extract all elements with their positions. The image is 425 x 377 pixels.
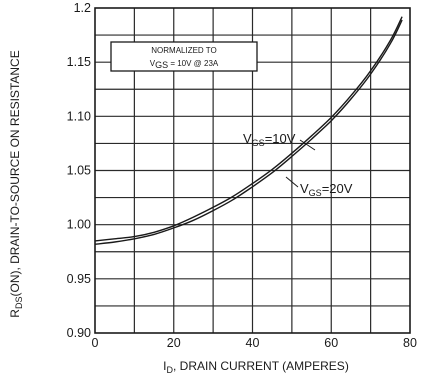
x-tick-label: 60 xyxy=(324,336,338,350)
normalization-line-2: VGS = 10V @ 23A xyxy=(150,59,219,70)
y-tick-label: 0.90 xyxy=(67,326,91,340)
series-label-vgs-20v: VGS=20V xyxy=(285,176,353,198)
y-tick-label: 1.15 xyxy=(67,55,91,69)
series-label-vgs-10v: VGS=10V xyxy=(243,131,316,151)
series-label-vgs-20v-text: VGS=20V xyxy=(300,181,353,198)
y-tick-label: 1.05 xyxy=(67,164,91,178)
x-axis-label: ID, DRAIN CURRENT (AMPERES) xyxy=(163,359,349,375)
series-label-vgs-20v-pointer xyxy=(285,176,299,188)
series-label-vgs-10v-text: VGS=10V xyxy=(243,131,296,148)
y-axis-label: RDS(ON), DRAIN-TO-SOURCE ON RESISTANCE xyxy=(8,50,24,317)
x-tick-label: 80 xyxy=(403,336,417,350)
y-tick-label: 0.95 xyxy=(67,272,91,286)
x-tick-label: 0 xyxy=(92,336,99,350)
series-label-vgs-10v-pointer xyxy=(299,139,316,151)
x-tick-label: 20 xyxy=(167,336,181,350)
normalization-box: NORMALIZED TO VGS = 10V @ 23A xyxy=(110,41,258,72)
series-line-vgs-10v xyxy=(94,16,403,242)
normalization-line-1: NORMALIZED TO xyxy=(151,46,217,55)
x-tick-label: 40 xyxy=(246,336,260,350)
y-tick-label: 1.10 xyxy=(67,109,91,123)
y-tick-label: 1.2 xyxy=(74,1,91,15)
y-tick-label: 1.00 xyxy=(67,218,91,232)
series-line-vgs-20v xyxy=(94,19,403,245)
plot-frame xyxy=(94,7,411,334)
tick-labels: 0 20 40 60 80 0.90 0.95 1.00 1.05 1.10 1.15 1.2 xyxy=(67,1,417,350)
curves xyxy=(94,16,403,245)
normalization-box-frame xyxy=(110,41,258,72)
